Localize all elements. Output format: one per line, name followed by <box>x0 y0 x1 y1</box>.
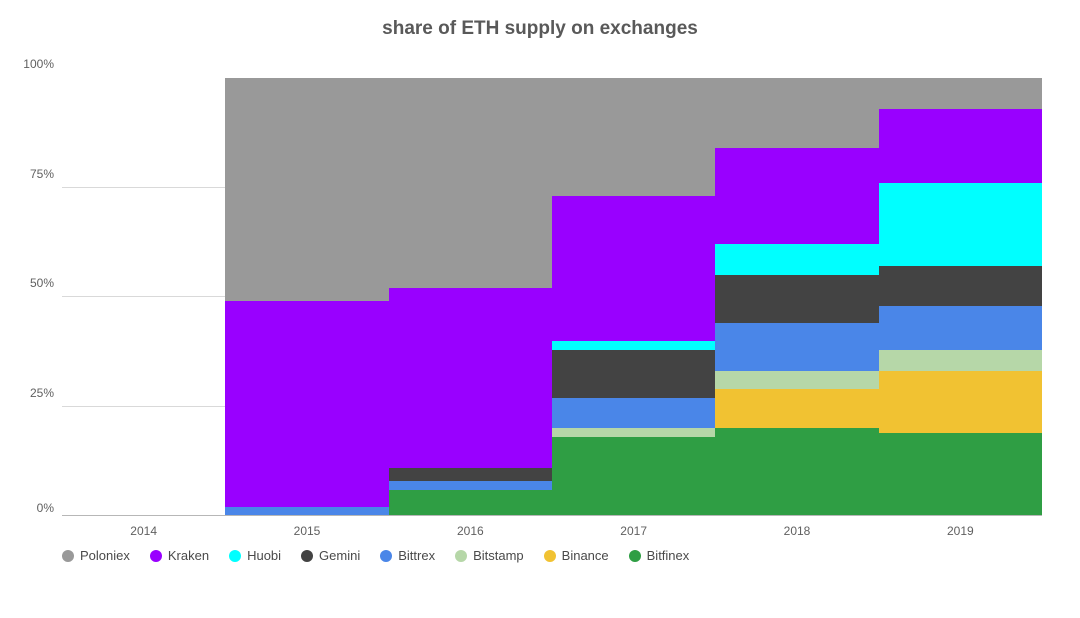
legend-swatch-icon <box>229 550 241 562</box>
bar-segment <box>879 433 1042 516</box>
bar-segment <box>715 148 878 244</box>
bar-column <box>879 78 1042 516</box>
legend-swatch-icon <box>629 550 641 562</box>
y-tick-label: 75% <box>30 167 62 181</box>
chart-container: share of ETH supply on exchanges 0% 25% … <box>0 0 1080 618</box>
bar-segment <box>879 109 1042 183</box>
bar-column <box>62 78 225 516</box>
bar-segment <box>879 350 1042 372</box>
plot-area: 0% 25% 50% 75% 100% 2014 2015 2016 2017 … <box>62 78 1042 516</box>
bar-segment <box>389 490 552 516</box>
bar-segment <box>552 437 715 516</box>
bar-segment <box>552 196 715 341</box>
legend-item: Bitstamp <box>455 548 524 563</box>
y-tick-label: 100% <box>23 57 62 71</box>
bar-segment <box>552 398 715 429</box>
bar-segment <box>879 183 1042 266</box>
bar-column <box>552 78 715 516</box>
legend-label: Bittrex <box>398 548 435 563</box>
x-tick-label: 2014 <box>130 516 157 538</box>
legend-swatch-icon <box>380 550 392 562</box>
bar-segment <box>879 78 1042 109</box>
legend-label: Binance <box>562 548 609 563</box>
columns-container <box>62 78 1042 516</box>
legend-label: Bitfinex <box>647 548 690 563</box>
y-tick-label: 25% <box>30 386 62 400</box>
bar-segment <box>552 78 715 196</box>
legend-label: Bitstamp <box>473 548 524 563</box>
bar-column <box>715 78 878 516</box>
legend-swatch-icon <box>544 550 556 562</box>
bar-segment <box>715 389 878 428</box>
bar-segment <box>225 301 388 507</box>
legend-item: Bitfinex <box>629 548 690 563</box>
bar-segment <box>715 275 878 323</box>
bar-segment <box>552 428 715 437</box>
baseline <box>62 515 1042 516</box>
x-tick-label: 2019 <box>947 516 974 538</box>
legend-item: Bittrex <box>380 548 435 563</box>
legend-swatch-icon <box>455 550 467 562</box>
legend-item: Huobi <box>229 548 281 563</box>
bar-column <box>225 78 388 516</box>
bar-segment <box>552 341 715 350</box>
legend-item: Poloniex <box>62 548 130 563</box>
bar-segment <box>389 78 552 288</box>
legend-swatch-icon <box>62 550 74 562</box>
plot-inner <box>62 78 1042 516</box>
bar-segment <box>389 468 552 481</box>
legend-label: Poloniex <box>80 548 130 563</box>
legend-swatch-icon <box>301 550 313 562</box>
bar-segment <box>879 371 1042 432</box>
chart-title: share of ETH supply on exchanges <box>0 18 1080 40</box>
y-tick-label: 0% <box>37 501 62 515</box>
legend-item: Binance <box>544 548 609 563</box>
bar-segment <box>389 288 552 468</box>
bar-segment <box>715 244 878 275</box>
bar-segment <box>715 78 878 148</box>
legend-label: Gemini <box>319 548 360 563</box>
x-tick-label: 2018 <box>784 516 811 538</box>
bar-segment <box>879 266 1042 305</box>
x-tick-label: 2017 <box>620 516 647 538</box>
legend-label: Huobi <box>247 548 281 563</box>
x-tick-label: 2016 <box>457 516 484 538</box>
legend: Poloniex Kraken Huobi Gemini Bittrex Bit… <box>62 548 1042 563</box>
bar-segment <box>715 428 878 516</box>
legend-swatch-icon <box>150 550 162 562</box>
bar-segment <box>389 481 552 490</box>
legend-label: Kraken <box>168 548 209 563</box>
bar-segment <box>879 306 1042 350</box>
x-tick-label: 2015 <box>294 516 321 538</box>
legend-item: Gemini <box>301 548 360 563</box>
bar-segment <box>225 78 388 301</box>
bar-segment <box>552 350 715 398</box>
bar-segment <box>715 323 878 371</box>
legend-item: Kraken <box>150 548 209 563</box>
bar-column <box>389 78 552 516</box>
bar-segment <box>715 371 878 389</box>
y-tick-label: 50% <box>30 276 62 290</box>
